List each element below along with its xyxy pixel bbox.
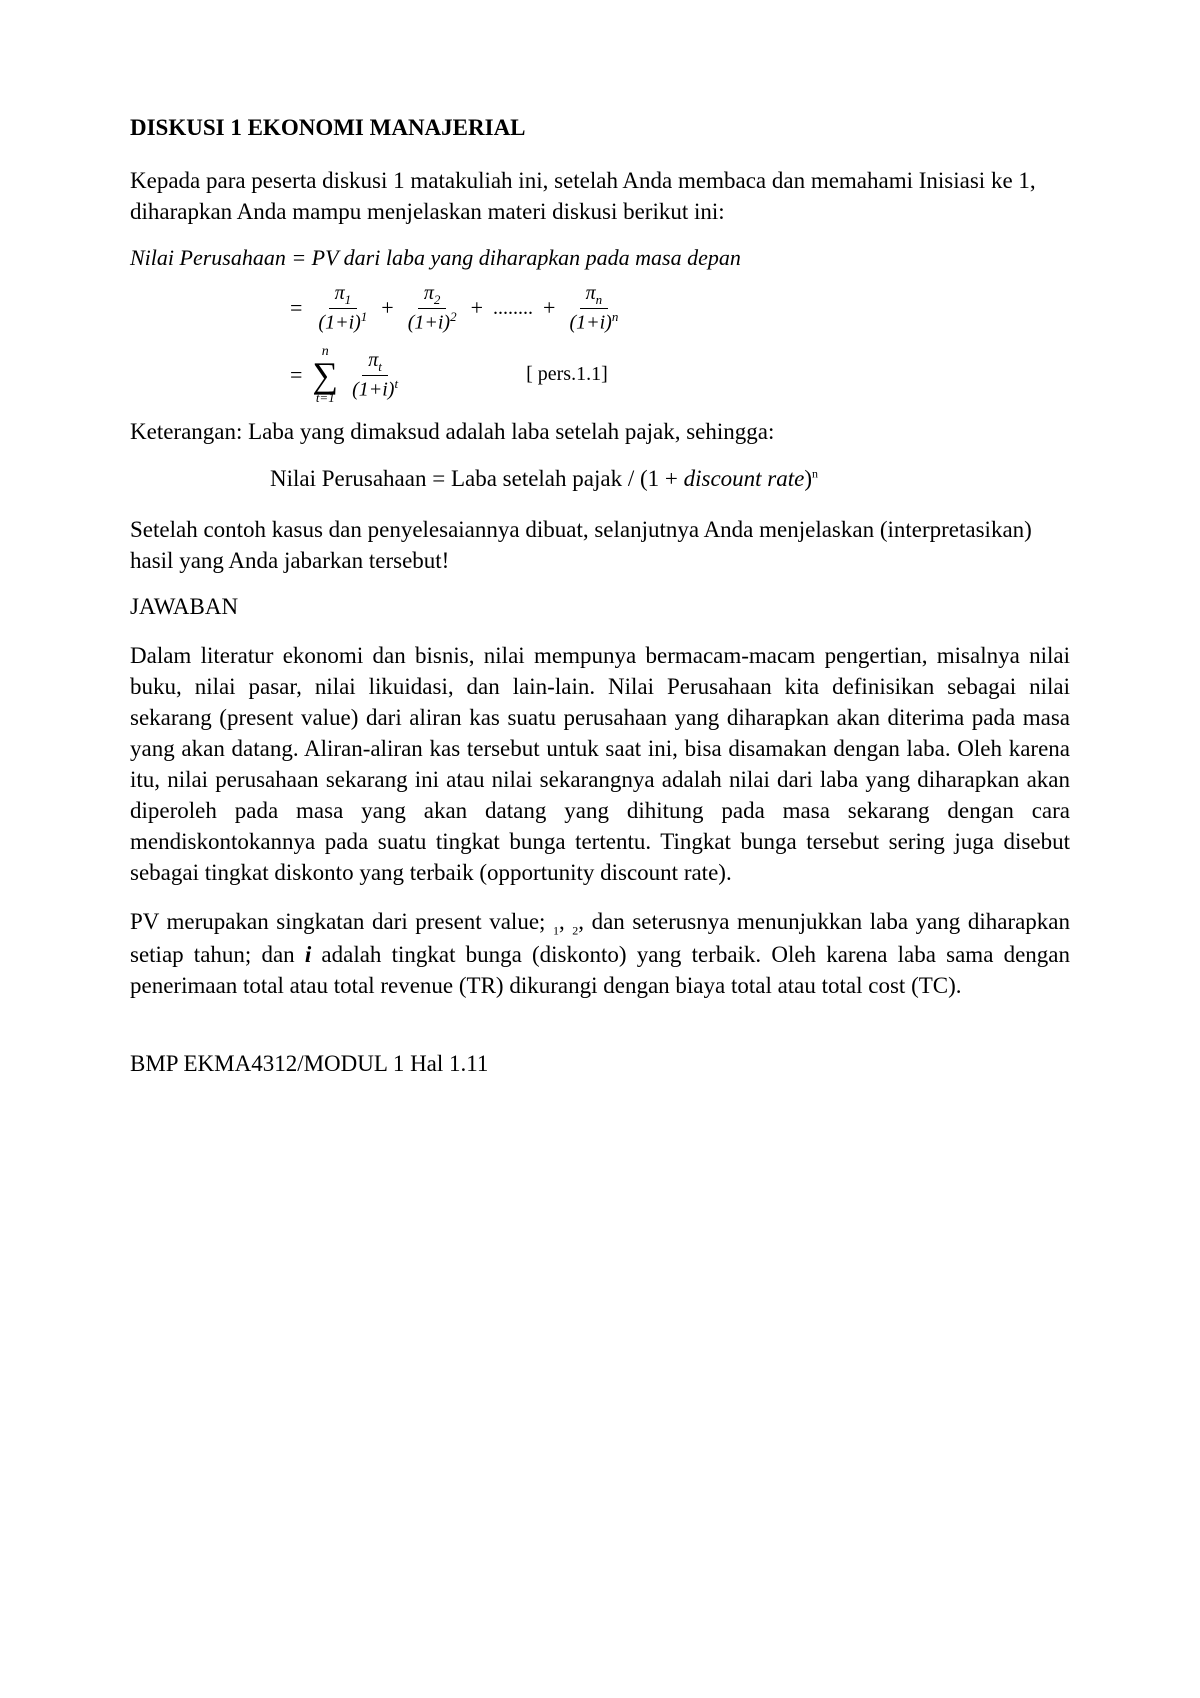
ellipsis: ........ bbox=[493, 297, 533, 320]
answer-paragraph-2: PV merupakan singkatan dari present valu… bbox=[130, 906, 1070, 1001]
instruction-paragraph: Setelah contoh kasus dan penyelesaiannya… bbox=[130, 514, 1070, 576]
formula-expansion: = π1 (1+i)1 + π2 (1+i)2 + ........ + πn … bbox=[290, 281, 1070, 335]
summation-term: πt (1+i)t bbox=[348, 349, 402, 401]
fraction-term-n: πn (1+i)n bbox=[565, 282, 622, 334]
equation-simplified: Nilai Perusahaan = Laba setelah pajak / … bbox=[270, 466, 1070, 492]
equation-reference: [ pers.1.1] bbox=[526, 363, 608, 386]
footer-reference: BMP EKMA4312/MODUL 1 Hal 1.11 bbox=[130, 1051, 1070, 1077]
formula-header: Nilai Perusahaan = PV dari laba yang dih… bbox=[130, 245, 1070, 271]
keterangan-paragraph: Keterangan: Laba yang dimaksud adalah la… bbox=[130, 416, 1070, 447]
jawaban-heading: JAWABAN bbox=[130, 594, 1070, 620]
plus-sign: + bbox=[543, 295, 555, 321]
sigma-notation: n ∑ t=1 bbox=[312, 345, 338, 404]
plus-sign: + bbox=[381, 295, 393, 321]
intro-paragraph: Kepada para peserta diskusi 1 matakuliah… bbox=[130, 165, 1070, 227]
page-title: DISKUSI 1 EKONOMI MANAJERIAL bbox=[130, 115, 1070, 141]
fraction-term-1: π1 (1+i)1 bbox=[314, 282, 371, 334]
equals-sign: = bbox=[290, 295, 302, 321]
plus-sign: + bbox=[471, 295, 483, 321]
formula-summation: = n ∑ t=1 πt (1+i)t [ pers.1.1] bbox=[290, 345, 1070, 404]
fraction-term-2: π2 (1+i)2 bbox=[404, 282, 461, 334]
answer-paragraph-1: Dalam literatur ekonomi dan bisnis, nila… bbox=[130, 640, 1070, 888]
document-page: DISKUSI 1 EKONOMI MANAJERIAL Kepada para… bbox=[0, 0, 1200, 1698]
equals-sign: = bbox=[290, 362, 302, 388]
formula-block: = π1 (1+i)1 + π2 (1+i)2 + ........ + πn … bbox=[290, 281, 1070, 404]
